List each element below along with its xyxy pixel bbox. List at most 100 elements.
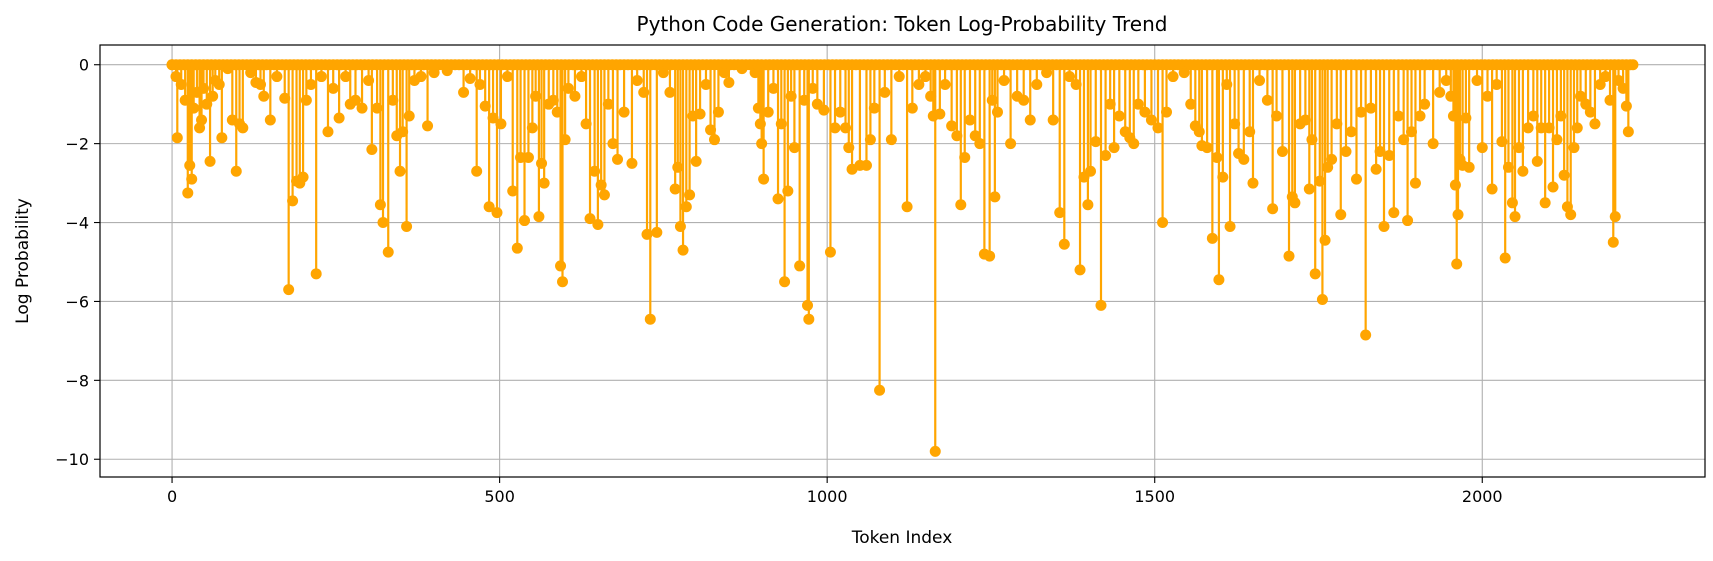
data-point	[868, 102, 880, 114]
data-point	[1139, 106, 1151, 118]
data-point	[690, 155, 702, 167]
data-point	[213, 78, 225, 90]
data-point	[700, 78, 712, 90]
x-tick-label: 2000	[1462, 487, 1503, 506]
series-markers	[166, 59, 1639, 457]
data-point	[1419, 98, 1431, 110]
data-point	[1531, 155, 1543, 167]
data-point	[547, 94, 559, 106]
data-point	[934, 108, 946, 120]
data-point	[374, 199, 386, 211]
data-point	[557, 276, 569, 288]
data-point	[785, 90, 797, 102]
data-point	[1509, 211, 1521, 223]
data-point	[758, 173, 770, 185]
data-point	[840, 122, 852, 134]
data-point	[1594, 78, 1606, 90]
data-point	[1319, 234, 1331, 246]
x-tick-label: 1000	[807, 487, 848, 506]
data-point	[913, 78, 925, 90]
data-point	[818, 104, 830, 116]
data-point	[1299, 114, 1311, 126]
data-point	[1427, 138, 1439, 150]
data-point	[1167, 71, 1179, 83]
data-point	[1609, 211, 1621, 223]
data-point	[526, 122, 538, 134]
data-point	[394, 165, 406, 177]
data-point	[1152, 122, 1164, 134]
data-point	[1517, 165, 1529, 177]
data-point	[1543, 122, 1555, 134]
data-point	[207, 90, 219, 102]
data-point	[964, 114, 976, 126]
data-point	[1535, 122, 1547, 134]
data-point	[315, 71, 327, 83]
data-point	[1513, 142, 1525, 154]
data-point	[536, 157, 548, 169]
data-point	[959, 151, 971, 163]
data-point	[279, 92, 291, 104]
data-point	[946, 120, 958, 132]
y-tick-label: 0	[79, 56, 89, 75]
data-point	[974, 138, 986, 150]
data-point	[1085, 165, 1097, 177]
data-point	[184, 159, 196, 171]
data-point	[1370, 163, 1382, 175]
data-point	[1018, 94, 1030, 106]
y-tick-label: −2	[65, 135, 89, 154]
data-point	[1031, 78, 1043, 90]
data-point	[1571, 122, 1583, 134]
data-point	[752, 102, 764, 114]
data-point	[483, 201, 495, 213]
data-point	[401, 220, 413, 232]
data-point	[515, 151, 527, 163]
data-point	[1244, 126, 1256, 138]
data-point	[569, 90, 581, 102]
data-point	[387, 94, 399, 106]
data-point	[196, 114, 208, 126]
data-point	[1482, 90, 1494, 102]
data-point	[1247, 177, 1259, 189]
data-point	[397, 126, 409, 138]
data-point	[1584, 106, 1596, 118]
y-tick-label: −10	[55, 450, 89, 469]
data-point	[1374, 146, 1386, 158]
data-point	[651, 226, 663, 238]
data-point	[901, 201, 913, 213]
data-point	[1201, 142, 1213, 154]
data-point	[333, 112, 345, 124]
data-point	[824, 246, 836, 258]
data-point	[803, 313, 815, 325]
data-point	[464, 73, 476, 85]
data-point	[1551, 134, 1563, 146]
data-point	[1289, 197, 1301, 209]
data-point	[1496, 136, 1508, 148]
data-point	[626, 157, 638, 169]
data-point	[1365, 102, 1377, 114]
data-point	[576, 71, 587, 83]
data-point	[1506, 197, 1518, 209]
data-point	[1471, 75, 1483, 87]
data-point-baseline	[1624, 59, 1636, 71]
data-point	[879, 86, 891, 98]
data-point	[1499, 252, 1511, 264]
data-point	[1276, 146, 1288, 158]
data-point	[798, 94, 810, 106]
data-point	[519, 215, 531, 227]
data-point	[377, 217, 389, 229]
data-point	[349, 94, 361, 106]
data-point	[772, 193, 784, 205]
data-point	[1145, 114, 1157, 126]
data-point	[584, 213, 596, 225]
data-point	[175, 78, 187, 90]
data-point	[1402, 215, 1414, 227]
data-point	[562, 82, 574, 94]
y-tick-label: −6	[65, 292, 89, 311]
data-point	[415, 71, 427, 83]
data-point	[366, 144, 378, 156]
data-point	[860, 159, 872, 171]
data-point	[919, 71, 931, 83]
data-point	[216, 132, 228, 144]
data-point	[479, 100, 491, 112]
y-axis: 0 −2 −4 −6 −8 −10	[55, 56, 100, 469]
